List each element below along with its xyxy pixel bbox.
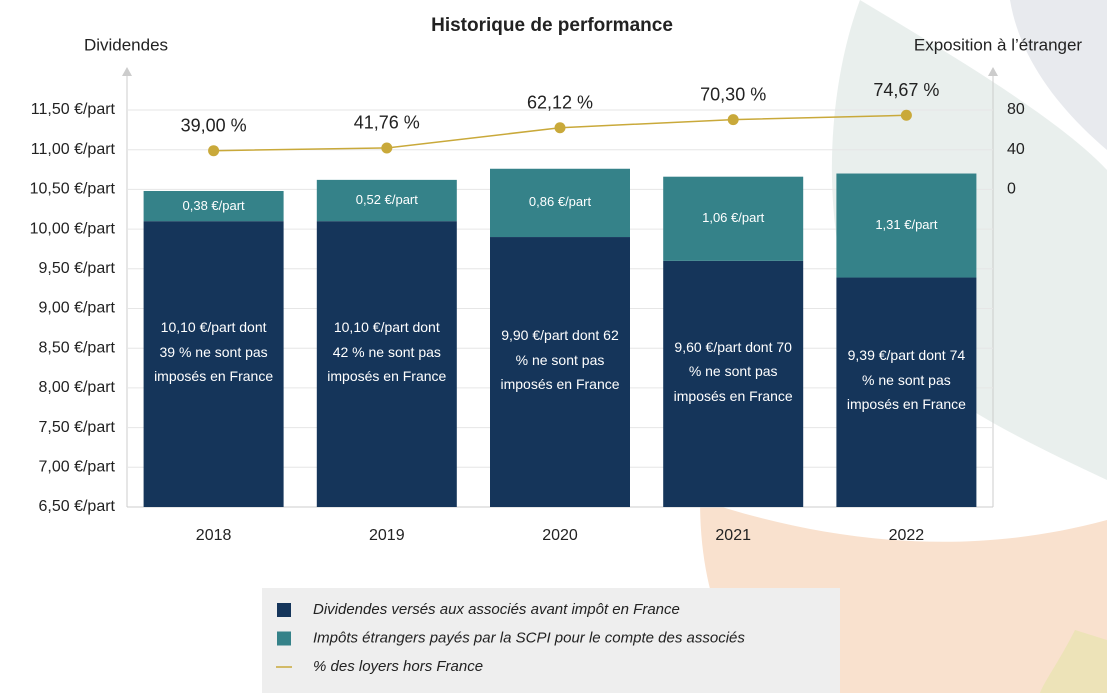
x-tick-label: 2018 bbox=[196, 527, 232, 544]
y-tick-label: 8,50 €/part bbox=[39, 339, 116, 356]
y-tick-label: 11,50 €/part bbox=[31, 101, 116, 118]
line-label: 39,00 % bbox=[181, 115, 247, 135]
y-tick-label: 7,50 €/part bbox=[39, 419, 116, 436]
x-tick-label: 2019 bbox=[369, 527, 405, 544]
page: Historique de performance Dividendes Exp… bbox=[0, 0, 1107, 693]
axis-arrow bbox=[122, 67, 132, 76]
legend-label: Impôts étrangers payés par la SCPI pour … bbox=[313, 629, 745, 646]
y-tick-label: 8,00 €/part bbox=[39, 379, 116, 396]
bar-label: 0,52 €/part bbox=[327, 188, 447, 213]
legend-label: Dividendes versés aux associés avant imp… bbox=[313, 601, 680, 618]
x-tick-label: 2021 bbox=[715, 527, 751, 544]
x-tick-label: 2020 bbox=[542, 527, 578, 544]
bar-label: 1,06 €/part bbox=[673, 206, 793, 231]
chart-title: Historique de performance bbox=[431, 15, 673, 36]
y-tick-label: 10,00 €/part bbox=[30, 220, 116, 237]
y-tick-label: 10,50 €/part bbox=[30, 181, 116, 198]
y2-tick-label: 0 bbox=[1007, 181, 1016, 198]
legend-label: % des loyers hors France bbox=[313, 658, 483, 675]
y-tick-label: 9,50 €/part bbox=[39, 260, 116, 277]
legend-swatch bbox=[277, 632, 291, 646]
bar-label: 9,39 €/part dont 74 % ne sont pas imposé… bbox=[846, 343, 966, 417]
legend-swatch bbox=[277, 603, 291, 617]
y2-tick-label: 40 bbox=[1007, 141, 1025, 158]
line-point bbox=[901, 110, 912, 121]
y-axis-title: Dividendes bbox=[84, 35, 168, 54]
line-point bbox=[555, 122, 566, 133]
bar-label: 9,90 €/part dont 62 % ne sont pas imposé… bbox=[500, 323, 620, 397]
y2-tick-label: 80 bbox=[1007, 101, 1025, 118]
line-label: 74,67 % bbox=[873, 80, 939, 100]
line-point bbox=[381, 142, 392, 153]
bar-label: 0,86 €/part bbox=[500, 190, 620, 215]
line-point bbox=[208, 145, 219, 156]
y2-axis-title: Exposition à l’étranger bbox=[914, 35, 1083, 54]
y-tick-label: 9,00 €/part bbox=[39, 300, 116, 317]
line-label: 41,76 % bbox=[354, 113, 420, 133]
y-tick-label: 11,00 €/part bbox=[31, 141, 116, 158]
bar-label: 10,10 €/part dont 42 % ne sont pas impos… bbox=[327, 315, 447, 389]
y-tick-label: 6,50 €/part bbox=[39, 498, 116, 515]
bar-label: 10,10 €/part dont 39 % ne sont pas impos… bbox=[154, 315, 274, 389]
axis-arrow bbox=[988, 67, 998, 76]
x-tick-label: 2022 bbox=[889, 527, 925, 544]
bar-label: 9,60 €/part dont 70 % ne sont pas imposé… bbox=[673, 335, 793, 409]
line-point bbox=[728, 114, 739, 125]
line-label: 62,12 % bbox=[527, 92, 593, 112]
line-label: 70,30 % bbox=[700, 84, 766, 104]
bar-label: 0,38 €/part bbox=[154, 194, 274, 219]
bar-label: 1,31 €/part bbox=[846, 213, 966, 238]
y-tick-label: 7,00 €/part bbox=[39, 459, 116, 476]
